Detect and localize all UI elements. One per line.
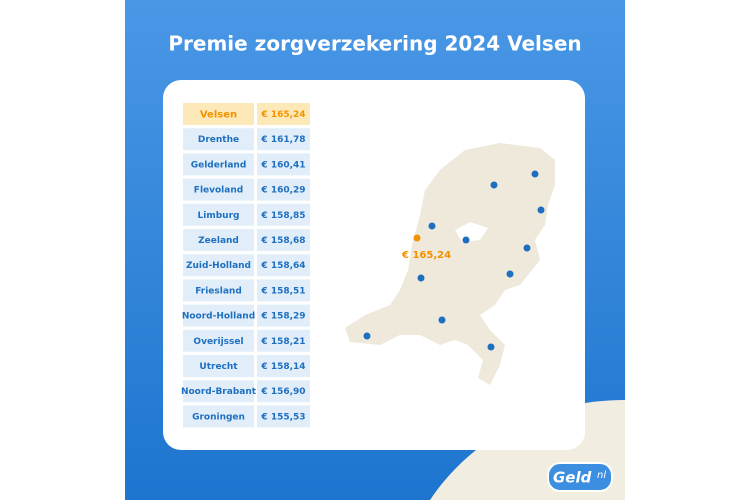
- dot: [506, 270, 514, 278]
- premium: € 165,24: [260, 110, 305, 120]
- cell-bg: [183, 103, 254, 125]
- premium: € 158,68: [260, 236, 305, 246]
- cell-bg: [257, 128, 310, 151]
- country-shape: [345, 143, 555, 385]
- dot: [438, 316, 446, 324]
- cell-bg: [183, 355, 254, 377]
- region-name: Noord-Brabant: [181, 387, 257, 397]
- region-name: Gelderland: [191, 160, 247, 170]
- premium: € 160,29: [260, 186, 305, 196]
- cell-bg: [257, 279, 310, 302]
- cell-bg: [183, 203, 254, 226]
- region-name: Drenthe: [198, 135, 239, 145]
- cell-bg: [183, 128, 254, 151]
- dot: [417, 274, 425, 282]
- dot: [363, 332, 371, 340]
- region-name: Zuid-Holland: [186, 261, 251, 271]
- premium: € 160,41: [260, 160, 305, 170]
- premium: € 155,53: [260, 412, 305, 422]
- cell-bg: [183, 405, 254, 428]
- premium: € 161,78: [260, 135, 305, 145]
- region-name: Overijssel: [193, 337, 243, 347]
- premium: € 158,64: [260, 261, 305, 271]
- region-name: Velsen: [200, 110, 237, 121]
- cell-bg: [257, 153, 310, 176]
- table: Velsen € 165,24 Drenthe € 161,78 Gelderland €…: [181, 103, 310, 428]
- cell-bg: [183, 329, 254, 352]
- dot: [428, 222, 436, 230]
- region-name: Utrecht: [199, 362, 238, 372]
- dot: [523, 244, 531, 252]
- cell-bg: [183, 178, 254, 201]
- dot: [537, 206, 545, 214]
- logo-badge: [547, 462, 613, 492]
- lake: [455, 222, 488, 242]
- premium: € 158,51: [260, 286, 305, 296]
- premium: € 158,14: [260, 362, 305, 372]
- cell-bg: [183, 304, 254, 327]
- dot: [531, 170, 539, 178]
- region-name: Friesland: [195, 286, 242, 296]
- cell-bg: [183, 254, 254, 277]
- cell-bg: [183, 279, 254, 302]
- highlight-dot: [413, 234, 421, 242]
- cell-bg: [257, 203, 310, 226]
- dot: [490, 181, 498, 189]
- premium: € 156,90: [260, 387, 305, 397]
- logo: Geld nl: [547, 462, 613, 492]
- cell-bg: [257, 304, 310, 327]
- map-label: € 165,24: [401, 250, 451, 261]
- dot: [462, 236, 470, 244]
- province-dots: [363, 170, 545, 351]
- region-name: Noord-Holland: [182, 312, 255, 322]
- region-name: Zeeland: [198, 236, 239, 246]
- premium: € 158,85: [260, 211, 305, 221]
- cell-bg: [257, 355, 310, 377]
- cell-bg: [183, 229, 254, 251]
- cell-bg: [183, 153, 254, 176]
- title: Premie zorgverzekering 2024 Velsen: [168, 32, 581, 56]
- cell-bg: [257, 380, 310, 403]
- region-name: Groningen: [192, 412, 245, 422]
- region-name: Flevoland: [194, 186, 243, 196]
- cell-bg: [257, 329, 310, 352]
- cell-bg: [257, 405, 310, 428]
- cell-bg: [257, 103, 310, 125]
- cell-bg: [183, 380, 254, 403]
- cell-bg: [257, 229, 310, 251]
- premium: € 158,29: [260, 312, 305, 322]
- cell-bg: [257, 254, 310, 277]
- logo-suffix: nl: [597, 470, 606, 481]
- map: € 165,24: [345, 143, 555, 385]
- cell-bg: [257, 178, 310, 201]
- premium: € 158,21: [260, 337, 305, 347]
- logo-name: Geld: [553, 469, 592, 487]
- region-name: Limburg: [198, 211, 240, 221]
- dot: [487, 343, 495, 351]
